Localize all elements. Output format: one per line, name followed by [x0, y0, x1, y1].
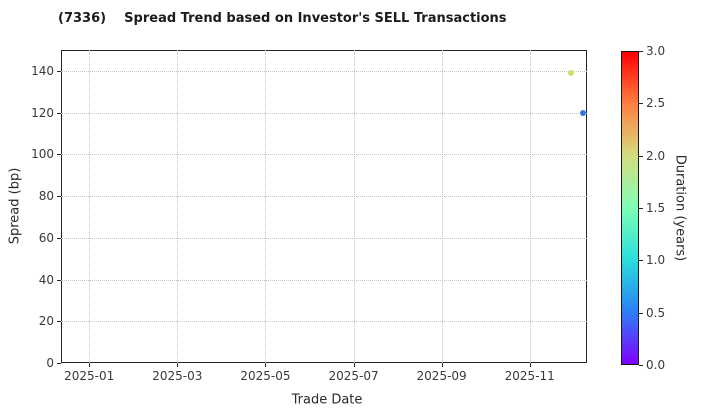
x-tick-mark	[177, 363, 179, 367]
colorbar-tick-label: 1.5	[646, 201, 666, 215]
y-tick-label: 0	[46, 356, 54, 370]
x-axis-label: Trade Date	[291, 392, 363, 408]
y-tick-label: 140	[31, 63, 54, 78]
colorbar-tick-mark	[639, 155, 643, 157]
y-tick-mark	[57, 154, 61, 156]
y-gridline	[61, 237, 587, 239]
x-gridline	[89, 50, 91, 363]
y-tick-mark	[57, 321, 61, 323]
y-gridline	[61, 196, 587, 198]
colorbar-tick-label: 2.5	[646, 96, 666, 111]
x-tick-mark	[529, 363, 531, 367]
x-gridline	[265, 50, 267, 363]
data-point	[579, 109, 586, 116]
y-tick-label: 120	[31, 105, 54, 120]
plot-area	[61, 50, 587, 363]
colorbar-tick-mark	[639, 208, 643, 209]
x-tick-mark	[441, 363, 443, 367]
y-tick-mark	[57, 279, 61, 281]
y-tick-label: 20	[38, 314, 54, 329]
colorbar-tick-label: 3.0	[646, 44, 666, 58]
colorbar-tick-mark	[639, 103, 643, 105]
colorbar-tick-label: 0.5	[646, 305, 666, 320]
y-tick-label: 60	[38, 230, 54, 245]
y-gridline	[61, 279, 587, 281]
colorbar-tick-label: 0.0	[646, 358, 666, 372]
x-tick-label: 2025-07	[328, 369, 379, 383]
y-gridline	[61, 321, 587, 323]
x-tick-label: 2025-01	[64, 369, 115, 383]
x-tick-label: 2025-09	[416, 369, 467, 383]
y-tick-mark	[57, 363, 61, 364]
x-gridline	[177, 50, 179, 363]
y-tick-mark	[57, 112, 61, 114]
x-gridline	[529, 50, 531, 363]
colorbar	[621, 51, 639, 365]
data-point	[567, 69, 574, 76]
x-tick-mark	[353, 363, 355, 367]
x-tick-label: 2025-05	[240, 369, 291, 383]
y-tick-label: 40	[38, 272, 54, 287]
colorbar-tick-label: 2.0	[646, 148, 666, 163]
colorbar-tick-mark	[639, 312, 643, 314]
chart-title: (7336) Spread Trend based on Investor's …	[58, 11, 507, 26]
y-gridline	[61, 112, 587, 114]
colorbar-tick-mark	[639, 51, 643, 52]
y-tick-label: 80	[38, 189, 54, 204]
colorbar-tick-mark	[639, 260, 643, 262]
y-gridline	[61, 154, 587, 156]
x-tick-label: 2025-03	[152, 369, 203, 383]
y-tick-mark	[57, 196, 61, 198]
x-tick-label: 2025-11	[504, 369, 555, 383]
colorbar-tick-label: 1.0	[646, 253, 666, 268]
x-tick-mark	[265, 363, 267, 367]
y-tick-mark	[57, 70, 61, 72]
colorbar-tick-mark	[639, 365, 643, 366]
x-gridline	[441, 50, 443, 363]
y-gridline	[61, 70, 587, 72]
x-tick-mark	[89, 363, 91, 367]
x-gridline	[353, 50, 355, 363]
y-tick-label: 100	[31, 147, 54, 162]
colorbar-label: Duration (years)	[672, 154, 688, 262]
y-tick-mark	[57, 237, 61, 239]
